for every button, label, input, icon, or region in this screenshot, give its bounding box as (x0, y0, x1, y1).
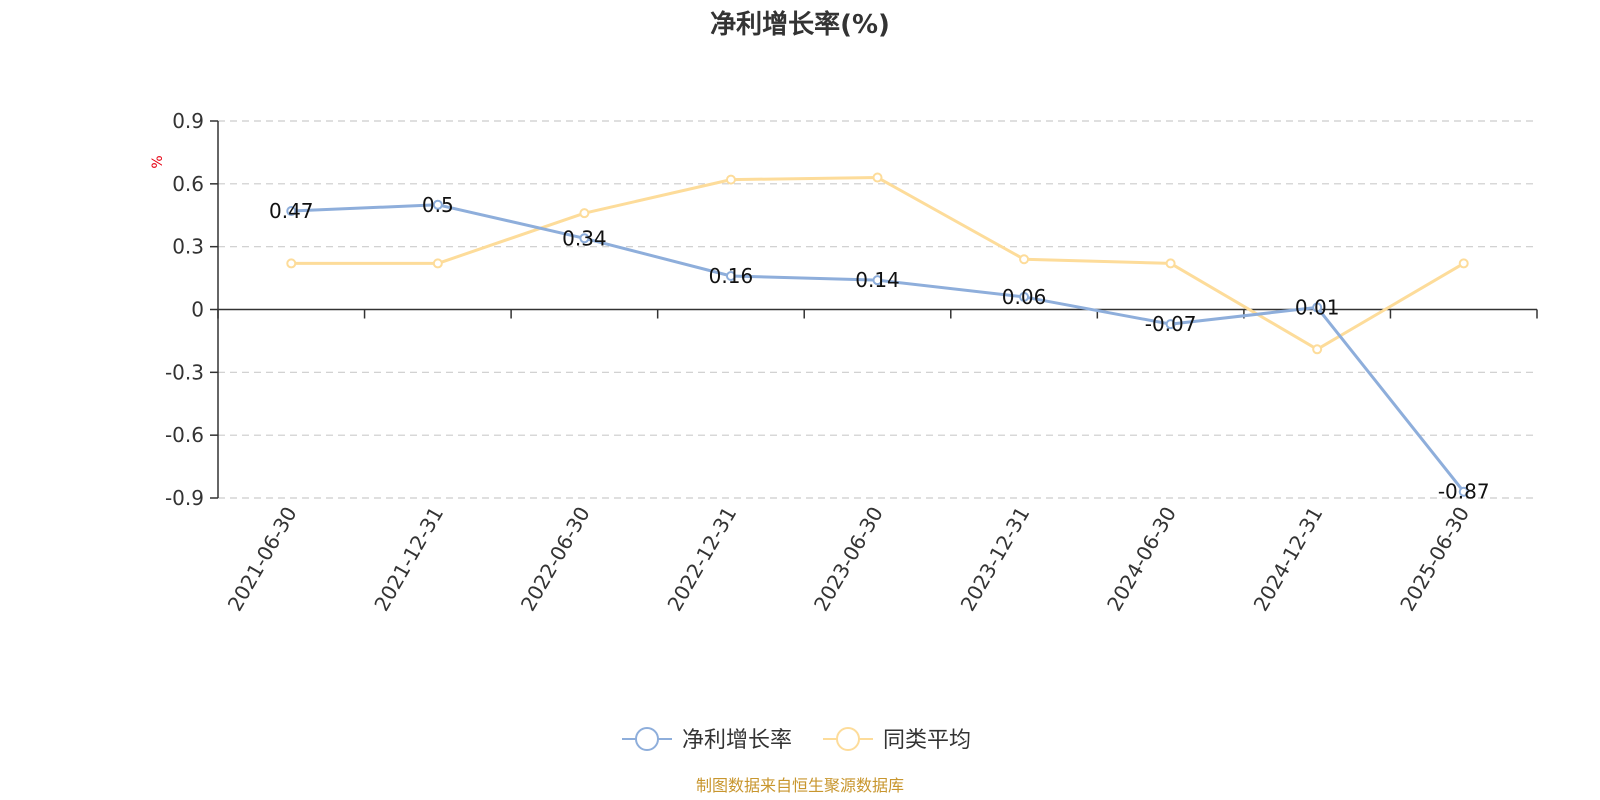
y-tick-label: -0.6 (165, 423, 204, 447)
y-tick-label: 0.9 (172, 109, 204, 133)
y-tick-labels: 0.9 0.6 0.3 0 -0.3 -0.6 -0.9 (165, 109, 218, 510)
legend-marker (635, 727, 659, 751)
data-label: 0.5 (422, 193, 454, 217)
data-point (1312, 302, 1323, 313)
data-label: 0.14 (855, 268, 900, 292)
x-tick-label: 2023-06-30 (809, 503, 888, 616)
x-tick-label: 2024-12-31 (1249, 503, 1328, 616)
data-labels: 0.47 0.5 0.34 0.16 0.14 0.06 -0.07 0.01 -0.87 (269, 193, 1490, 504)
chart-title: 净利增长率(%) (710, 9, 890, 40)
x-tick-label: 2022-12-31 (662, 503, 741, 616)
data-label: 0.16 (709, 264, 754, 288)
data-point (1458, 486, 1469, 497)
data-point (579, 233, 590, 244)
data-label: -0.07 (1145, 312, 1197, 336)
data-label: 0.01 (1295, 295, 1340, 319)
series-line-0 (291, 203, 1465, 493)
data-point (1312, 344, 1323, 355)
y-tick-label: 0 (191, 298, 204, 322)
data-point (432, 199, 443, 210)
x-tick-label: 2023-12-31 (955, 503, 1034, 616)
y-tick-label: -0.9 (165, 486, 204, 510)
data-label: 0.06 (1002, 285, 1047, 309)
legend-item-1[interactable]: 同类平均 (823, 727, 971, 753)
gridlines (218, 120, 1537, 499)
x-tick-labels: 2021-06-30 2021-12-31 2022-06-30 2022-12-31… (223, 503, 1474, 616)
data-label: 0.47 (269, 199, 314, 223)
data-point (1019, 254, 1030, 265)
data-point (725, 270, 736, 281)
legend-label: 同类平均 (883, 728, 971, 753)
legend-marker (836, 727, 860, 751)
x-tick-label: 2021-06-30 (223, 503, 302, 616)
data-point (1165, 319, 1176, 330)
data-source-note: 制图数据来自恒生聚源数据库 (696, 776, 904, 795)
data-point (286, 258, 297, 269)
series-lines (286, 172, 1469, 497)
y-axis-unit: % (150, 155, 166, 168)
legend-item-0[interactable]: 净利增长率 (622, 727, 792, 753)
legend[interactable]: 净利增长率 同类平均 (622, 727, 971, 753)
x-tick-label: 2024-06-30 (1102, 503, 1181, 616)
data-point (432, 258, 443, 269)
x-tick-label: 2025-06-30 (1395, 503, 1474, 616)
data-point (725, 174, 736, 185)
data-point (579, 208, 590, 219)
y-tick-label: -0.3 (165, 360, 204, 384)
data-label: 0.34 (562, 226, 607, 250)
y-tick-label: 0.3 (172, 235, 204, 259)
data-point (1019, 291, 1030, 302)
legend-label: 净利增长率 (682, 728, 792, 753)
data-point (1458, 258, 1469, 269)
data-point (872, 172, 883, 183)
series-line-1 (291, 176, 1465, 351)
data-point (286, 206, 297, 217)
data-point (1165, 258, 1176, 269)
y-tick-label: 0.6 (172, 172, 204, 196)
x-tick-label: 2022-06-30 (516, 503, 595, 616)
data-point (872, 275, 883, 286)
x-tick-label: 2021-12-31 (369, 503, 448, 616)
data-label: -0.87 (1438, 480, 1490, 504)
